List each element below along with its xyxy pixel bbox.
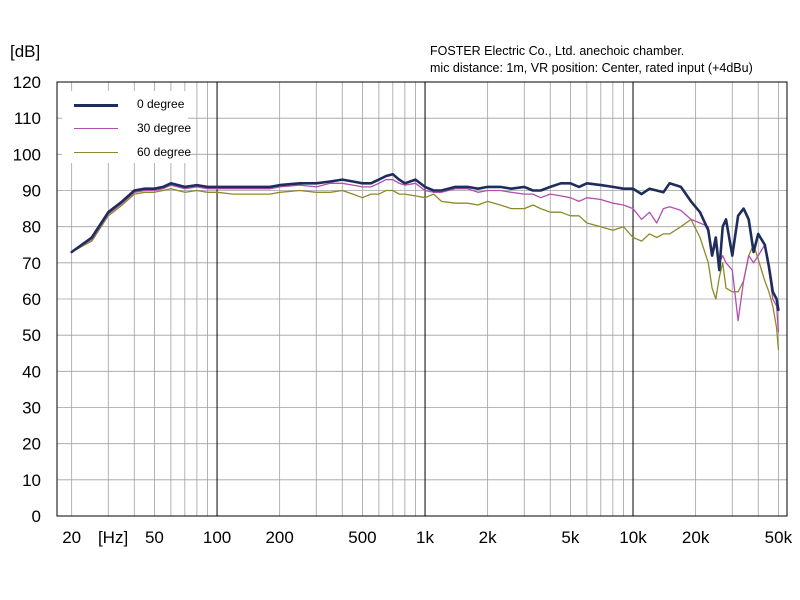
plot-frame bbox=[56, 81, 788, 517]
major-gridlines bbox=[216, 82, 634, 516]
legend-swatch-0-degree bbox=[74, 104, 118, 107]
x-tick-label: 1k bbox=[416, 528, 434, 547]
y-tick-label: 60 bbox=[22, 290, 41, 309]
header-line-1: FOSTER Electric Co., Ltd. anechoic chamb… bbox=[430, 44, 685, 58]
x-tick-label: 20 bbox=[62, 528, 81, 547]
y-tick-label: 80 bbox=[22, 218, 41, 237]
y-tick-label: 40 bbox=[22, 362, 41, 381]
x-tick-label: 2k bbox=[479, 528, 497, 547]
x-tick-label: 100 bbox=[203, 528, 231, 547]
y-tick-label: 10 bbox=[22, 471, 41, 490]
y-tick-label: 100 bbox=[13, 145, 41, 164]
y-tick-label: 50 bbox=[22, 326, 41, 345]
x-tick-label: 50k bbox=[765, 528, 793, 547]
y-tick-label: 110 bbox=[14, 109, 41, 128]
series-lines bbox=[70, 172, 780, 351]
legend-label-0-degree: 0 degree bbox=[137, 97, 185, 111]
y-tick-label: 70 bbox=[22, 254, 41, 273]
legend-label-60-degree: 60 degree bbox=[137, 145, 192, 159]
x-axis-unit-label: [Hz] bbox=[98, 528, 128, 547]
series-line-0-degree bbox=[70, 172, 780, 312]
x-tick-label: 200 bbox=[265, 528, 293, 547]
legend-swatch-30-degree bbox=[74, 128, 118, 129]
x-tick-label: 20k bbox=[682, 528, 710, 547]
y-axis-tick-labels: 0 10 20 30 40 50 60 70 80 90 100 110 120 bbox=[13, 73, 41, 526]
x-tick-label: 5k bbox=[561, 528, 579, 547]
y-tick-label: 90 bbox=[22, 182, 41, 201]
y-tick-label: 30 bbox=[22, 399, 41, 418]
x-tick-label: 50 bbox=[145, 528, 164, 547]
x-axis-tick-labels: 20 50 100 200 500 1k 2k 5k 10k 20k 50k [Hz] bbox=[62, 528, 792, 547]
legend: 0 degree 30 degree 60 degree bbox=[62, 91, 192, 163]
y-axis-unit-label: [dB] bbox=[10, 42, 41, 61]
y-tick-label: 120 bbox=[13, 73, 41, 92]
series-line-60-degree bbox=[71, 188, 780, 351]
legend-label-30-degree: 30 degree bbox=[137, 121, 192, 135]
header-line-2: mic distance: 1m, VR position: Center, r… bbox=[430, 61, 753, 75]
x-tick-label: 10k bbox=[619, 528, 647, 547]
legend-swatch-60-degree bbox=[74, 152, 118, 153]
x-tick-label: 500 bbox=[348, 528, 376, 547]
y-tick-label: 20 bbox=[22, 435, 41, 454]
y-tick-label: 0 bbox=[32, 507, 41, 526]
